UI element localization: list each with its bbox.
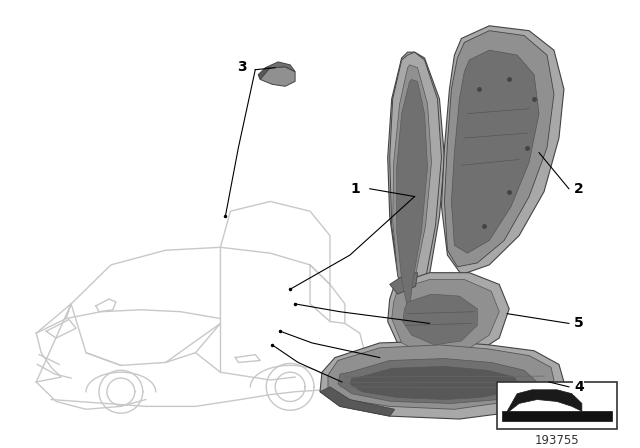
Polygon shape [397,79,428,309]
FancyBboxPatch shape [497,382,617,429]
Polygon shape [451,50,539,253]
Polygon shape [320,341,564,419]
Text: 2: 2 [574,182,584,196]
Polygon shape [265,62,295,72]
Text: 4: 4 [574,380,584,394]
Polygon shape [320,387,395,416]
Polygon shape [328,345,554,409]
Polygon shape [393,65,431,314]
Polygon shape [338,358,537,404]
Polygon shape [392,280,499,356]
Polygon shape [507,390,582,411]
Polygon shape [388,52,444,323]
Polygon shape [403,294,477,345]
Text: 5: 5 [574,316,584,331]
Text: 3: 3 [237,60,247,74]
Polygon shape [350,366,519,400]
Polygon shape [444,30,554,267]
Polygon shape [502,411,612,421]
Text: 1: 1 [350,182,360,196]
Polygon shape [390,273,417,294]
Polygon shape [259,68,270,79]
Text: 193755: 193755 [534,434,579,447]
Polygon shape [442,26,564,275]
Polygon shape [259,67,295,86]
Polygon shape [390,52,442,322]
Polygon shape [388,273,509,362]
